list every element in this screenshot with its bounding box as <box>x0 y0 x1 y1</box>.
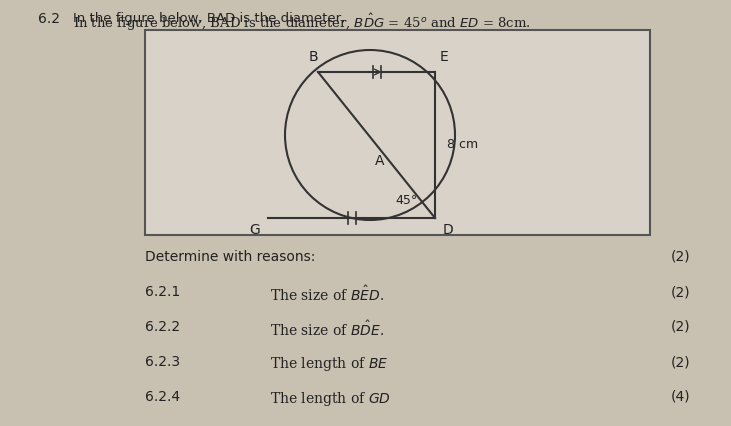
Text: 6.2: 6.2 <box>38 12 60 26</box>
Text: G: G <box>249 223 260 237</box>
Text: The size of $B\hat{D}E$.: The size of $B\hat{D}E$. <box>270 320 385 339</box>
Text: A: A <box>375 154 385 168</box>
FancyBboxPatch shape <box>145 30 650 235</box>
Text: (2): (2) <box>670 250 690 264</box>
Text: (2): (2) <box>670 320 690 334</box>
Text: The size of $B\hat{E}D$.: The size of $B\hat{E}D$. <box>270 285 385 304</box>
Text: 6.2.3: 6.2.3 <box>145 355 180 369</box>
Text: In the figure below, BAD is the diameter,: In the figure below, BAD is the diameter… <box>73 12 349 25</box>
Text: In the figure below, BAD is the diameter, $B\hat{D}G$ = 45$^o$ and $ED$ = 8cm.: In the figure below, BAD is the diameter… <box>73 12 531 33</box>
Text: D: D <box>443 223 454 237</box>
Text: The length of $GD$: The length of $GD$ <box>270 390 391 408</box>
Text: Determine with reasons:: Determine with reasons: <box>145 250 315 264</box>
Text: The length of $BE$: The length of $BE$ <box>270 355 388 373</box>
Text: (2): (2) <box>670 285 690 299</box>
Text: 45°: 45° <box>396 193 418 207</box>
Text: (2): (2) <box>670 355 690 369</box>
Text: 8 cm: 8 cm <box>447 138 478 152</box>
Text: (4): (4) <box>670 390 690 404</box>
Text: E: E <box>440 50 449 64</box>
Text: 6.2.2: 6.2.2 <box>145 320 180 334</box>
Text: B: B <box>308 50 318 64</box>
Text: 6.2.4: 6.2.4 <box>145 390 180 404</box>
Text: 6.2.1: 6.2.1 <box>145 285 181 299</box>
